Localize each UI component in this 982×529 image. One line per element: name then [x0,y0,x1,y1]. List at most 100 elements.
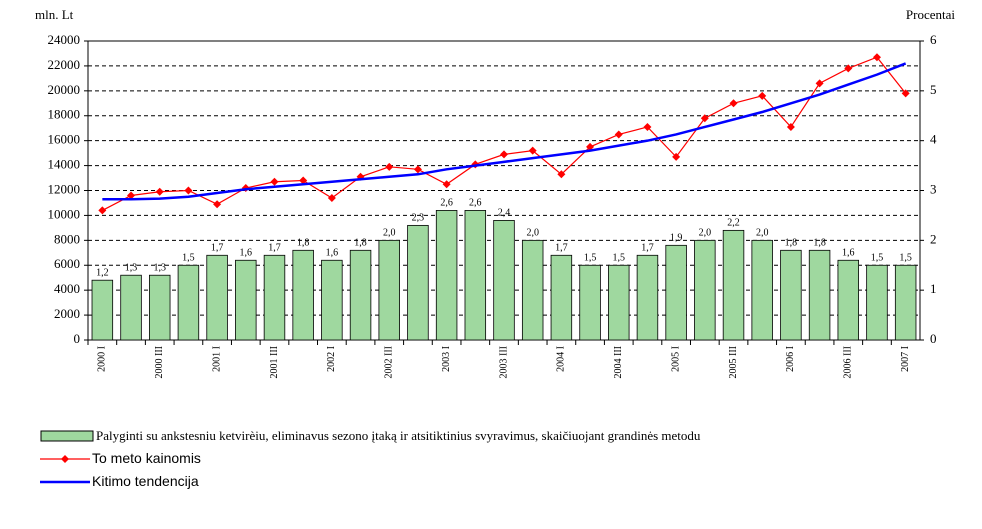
data-label: 1,7 [641,243,654,254]
bar [464,210,487,341]
y2-tick-label: 6 [930,32,937,47]
x-tick-label: 2003 III [498,346,509,379]
data-label: 1,7 [268,243,281,254]
y2-tick-label: 4 [930,132,937,147]
x-tick-label: 2005 I [670,346,681,372]
marker [586,142,595,151]
data-label: 1,5 [584,253,597,264]
y-tick-label: 2000 [54,306,80,321]
data-label: 1,6 [240,248,253,259]
marker [672,152,681,161]
data-label: 1,6 [326,248,339,259]
y-tick-label: 0 [74,331,81,346]
data-label: 1,2 [96,267,109,278]
marker [643,122,652,131]
marker [299,176,308,185]
y-tick-label: 20000 [48,82,81,97]
x-tick-label: 2000 III [154,346,165,379]
y-tick-label: 24000 [48,32,81,47]
bar [579,264,601,341]
legend-swatch [40,430,94,442]
x-tick-label: 2000 I [97,346,108,372]
x-tick-label: 2006 I [785,346,796,372]
marker [327,193,336,202]
x-tick-label: 2001 I [211,346,222,372]
bar [91,279,114,341]
legend-label: To meto kainomis [92,450,201,466]
bar [636,254,659,341]
bar [751,239,773,341]
bar [148,274,171,341]
bar [235,259,257,341]
marker [270,177,279,186]
x-tick-label: 2005 III [728,346,739,379]
chart: mln. Lt Procentai 0 2000 4000 6000 8000 10000… [35,7,955,379]
bar [177,264,200,341]
marker [700,114,709,123]
marker [155,187,164,196]
bar [435,210,458,341]
bar [263,254,286,341]
y-tick-label: 4000 [54,281,80,296]
y-tick-label: 16000 [48,132,81,147]
marker [413,165,422,174]
y-tick-label: 22000 [48,57,81,72]
bar [321,259,343,341]
legend-swatch [40,480,90,484]
y2-tick-label: 2 [930,231,937,246]
data-label: 1,8 [813,238,826,249]
marker [844,64,853,73]
data-label: 1,8 [785,238,798,249]
bar [608,264,630,341]
x-tick-label: 2007 I [900,346,911,372]
marker [385,162,394,171]
data-label: 2,0 [383,228,396,239]
data-label: 1,7 [555,243,568,254]
marker [815,79,824,88]
data-label: 1,8 [354,238,367,249]
y2-tick-label: 5 [930,82,937,97]
line [102,56,907,211]
x-tick-label: 2006 III [843,346,854,379]
marker [213,200,222,209]
data-label: 2,0 [756,228,769,239]
x-tick-label: 2001 III [269,346,280,379]
marker [127,191,136,200]
data-label: 2,4 [498,208,511,219]
x-tick-label: 2002 III [384,346,395,379]
marker [184,186,193,195]
bar [378,239,400,341]
bar [550,254,573,341]
marker [758,91,767,100]
bar [292,249,314,341]
y2-tick-label: 0 [930,331,937,346]
x-tick-label: 2003 I [441,346,452,372]
bar [665,244,687,341]
legend: Palyginti su ankstesniu ketvirèiu, elimi… [40,428,940,497]
bar [780,249,802,341]
bar [837,259,860,341]
data-label: 2,0 [699,228,712,239]
marker [442,180,451,189]
legend-item: Kitimo tendencija [40,474,940,489]
bar [120,274,142,341]
data-label: 1,7 [211,243,224,254]
y-tick-label: 14000 [48,157,81,172]
data-label: 2,3 [412,213,425,224]
data-label: 1,5 [899,253,912,264]
data-label: 1,3 [125,263,138,274]
legend-item: Palyginti su ankstesniu ketvirèiu, elimi… [40,428,940,443]
x-tick-label: 2004 III [613,346,624,379]
marker [729,99,738,108]
y-tick-label: 12000 [48,181,81,196]
bar [206,254,228,341]
data-label: 2,6 [440,198,453,209]
marker [614,130,623,139]
legend-label: Palyginti su ankstesniu ketvirèiu, elimi… [96,428,701,443]
bar [493,219,515,341]
legend-swatch [40,455,90,463]
y-tick-label: 18000 [48,107,81,122]
data-label: 1,5 [613,253,626,264]
bar [808,249,831,341]
